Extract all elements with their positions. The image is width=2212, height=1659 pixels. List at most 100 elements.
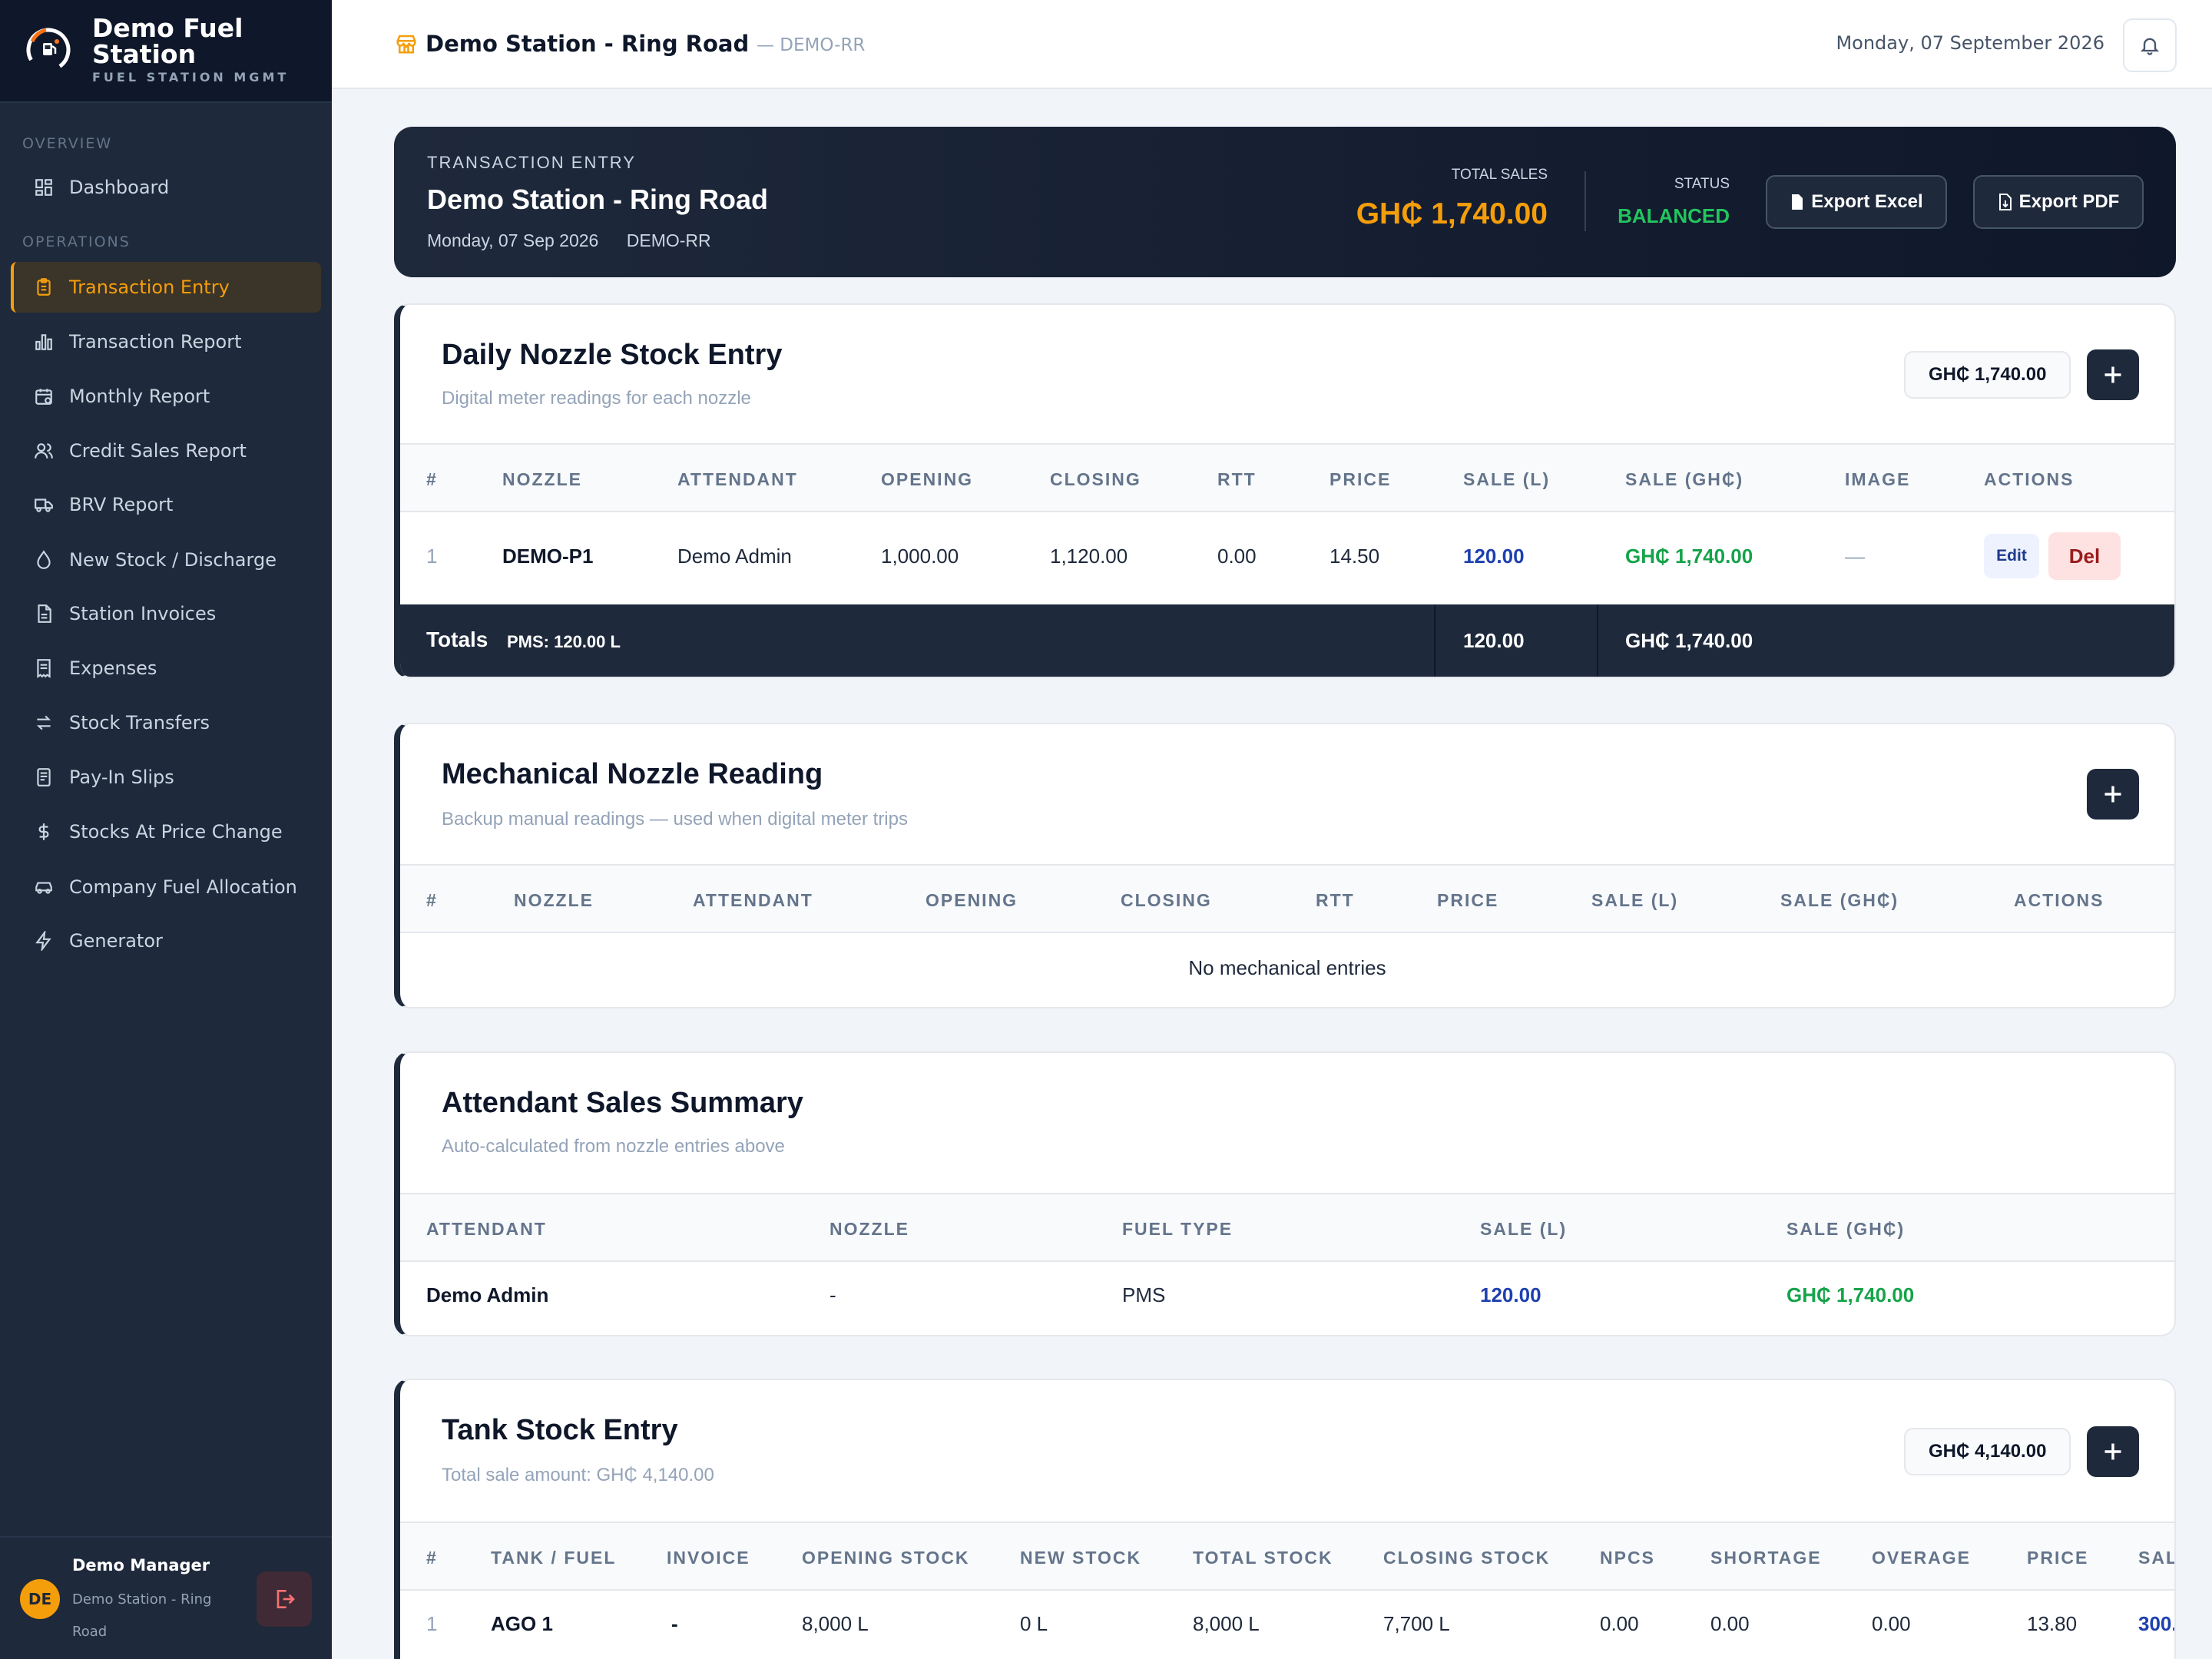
current-date: Monday, 07 September 2026: [1836, 32, 2104, 54]
download-document-icon: [1998, 194, 2012, 210]
sidebar-item-expenses[interactable]: Expenses: [11, 643, 321, 694]
export-pdf-label: Export PDF: [2018, 191, 2120, 212]
users-icon: [35, 443, 53, 459]
column-header: SALE (GH₵): [1780, 890, 1899, 910]
column-header: PRICE: [2027, 1548, 2089, 1568]
invoice-value: -: [671, 1612, 678, 1635]
logout-icon: [276, 1590, 295, 1608]
card-subtitle: Backup manual readings — used when digit…: [442, 809, 908, 830]
image-placeholder: —: [1845, 545, 1865, 568]
column-header: PRICE: [1330, 469, 1392, 489]
sidebar-item-label: Station Invoices: [69, 603, 217, 624]
card-subtitle: Total sale amount: GH₵ 4,140.00: [442, 1465, 714, 1485]
column-header: CLOSING STOCK: [1383, 1548, 1551, 1568]
mechanical-nozzle-card: Mechanical Nozzle Reading Backup manual …: [394, 723, 2176, 1008]
nozzle-total-pill: GH₵ 1,740.00: [1904, 351, 2071, 399]
station-code: — DEMO-RR: [757, 35, 866, 55]
user-station: Demo Station - Ring Road: [72, 1591, 212, 1640]
sidebar-item-new-stock-discharge[interactable]: New Stock / Discharge: [11, 535, 321, 585]
dollar-icon: [38, 823, 49, 840]
column-header: SALE (L): [1463, 469, 1551, 489]
sidebar-item-stock-transfers[interactable]: Stock Transfers: [11, 697, 321, 748]
bar-chart-icon: [35, 334, 52, 350]
overage-value: 0.00: [1872, 1612, 1911, 1635]
row-number: 1: [426, 1612, 438, 1635]
column-header: SALE (L): [1591, 890, 1679, 910]
transfer-icon: [36, 715, 51, 730]
delete-button[interactable]: Del: [2048, 532, 2121, 580]
sidebar-item-label: Credit Sales Report: [69, 440, 247, 462]
user-name: Demo Manager: [72, 1556, 210, 1575]
export-excel-label: Export Excel: [1811, 191, 1923, 212]
totals-sale-litres: 120.00: [1463, 629, 1525, 652]
row-number: 1: [426, 545, 438, 568]
notifications-button[interactable]: [2123, 18, 2177, 72]
total-stock: 8,000 L: [1193, 1612, 1260, 1635]
sidebar-item-monthly-report[interactable]: Monthly Report: [11, 371, 321, 422]
fuel-gauge-logo-icon: [26, 28, 71, 72]
tank-total-pill: GH₵ 4,140.00: [1904, 1428, 2071, 1475]
sidebar-item-label: Monthly Report: [69, 386, 210, 407]
card-title: Mechanical Nozzle Reading: [442, 758, 823, 790]
droplet-icon: [37, 550, 51, 569]
sale-litres: 120.00: [1480, 1283, 1541, 1306]
sidebar-item-stocks-at-price-change[interactable]: Stocks At Price Change: [11, 806, 321, 857]
new-stock: 0 L: [1020, 1612, 1048, 1635]
attendant-sales-card: Attendant Sales Summary Auto-calculated …: [394, 1051, 2176, 1336]
banner-meta: Monday, 07 Sep 2026 DEMO-RR: [427, 230, 734, 251]
column-header: CLOSING: [1121, 890, 1212, 910]
column-header: ACTIONS: [2014, 890, 2104, 910]
totals-row: Totals PMS: 120.00 L 120.00 GH₵ 1,740.00: [400, 604, 2174, 677]
attendant-name: Demo Admin: [677, 545, 792, 568]
receipt-icon: [37, 659, 51, 678]
column-header: NEW STOCK: [1020, 1548, 1142, 1568]
sale-litres: 120.00: [1463, 545, 1525, 568]
logout-button[interactable]: [257, 1571, 312, 1627]
banner-label: TRANSACTION ENTRY: [427, 153, 636, 172]
npcs-value: 0.00: [1600, 1612, 1639, 1635]
page-title: Demo Station - Ring Road: [426, 31, 750, 57]
totals-divider: [1597, 604, 1598, 677]
plus-icon: [2104, 786, 2121, 803]
sidebar-item-pay-in-slips[interactable]: Pay-In Slips: [11, 752, 321, 803]
column-header: OVERAGE: [1872, 1548, 1972, 1568]
column-header: ACTIONS: [1984, 469, 2075, 489]
sidebar-item-label: Dashboard: [69, 177, 170, 198]
shortage-value: 0.00: [1710, 1612, 1750, 1635]
export-pdf-button[interactable]: Export PDF: [1973, 175, 2144, 229]
export-excel-button[interactable]: Export Excel: [1766, 175, 1947, 229]
column-header: RTT: [1217, 469, 1257, 489]
sidebar-item-brv-report[interactable]: BRV Report: [11, 479, 321, 530]
avatar: DE: [20, 1579, 60, 1619]
tank-stock-card: Tank Stock Entry Total sale amount: GH₵ …: [394, 1379, 2176, 1659]
sidebar-item-credit-sales-report[interactable]: Credit Sales Report: [11, 426, 321, 476]
sidebar-item-transaction-entry[interactable]: Transaction Entry: [11, 262, 321, 313]
banner-divider: [1584, 171, 1586, 231]
sidebar-item-generator[interactable]: Generator: [11, 916, 321, 966]
column-header: PRICE: [1437, 890, 1499, 910]
sidebar-item-label: New Stock / Discharge: [69, 549, 276, 571]
sidebar-item-dashboard[interactable]: Dashboard: [11, 162, 321, 213]
nozzle-name: -: [830, 1283, 836, 1306]
add-tank-button[interactable]: [2087, 1426, 2139, 1477]
sidebar-item-company-fuel-allocation[interactable]: Company Fuel Allocation: [11, 862, 321, 912]
column-header: NPCS: [1600, 1548, 1655, 1568]
sidebar-item-transaction-report[interactable]: Transaction Report: [11, 316, 321, 367]
column-header: INVOICE: [667, 1548, 750, 1568]
card-subtitle: Digital meter readings for each nozzle: [442, 388, 751, 409]
card-title: Attendant Sales Summary: [442, 1087, 803, 1119]
sidebar-item-station-invoices[interactable]: Station Invoices: [11, 588, 321, 639]
sidebar-item-label: Expenses: [69, 657, 157, 679]
user-box: DE Demo Manager Demo Station - Ring Road: [0, 1536, 332, 1659]
add-nozzle-button[interactable]: [2087, 349, 2139, 400]
column-header: OPENING: [926, 890, 1018, 910]
add-mechanical-button[interactable]: [2087, 769, 2139, 820]
sidebar-item-label: Transaction Entry: [69, 276, 230, 298]
column-header: TANK / FUEL: [491, 1548, 617, 1568]
column-header: #: [426, 1548, 438, 1568]
column-header: CLOSING: [1050, 469, 1141, 489]
card-title: Daily Nozzle Stock Entry: [442, 339, 783, 371]
edit-button[interactable]: Edit: [1984, 534, 2039, 578]
banner-code: DEMO-RR: [626, 230, 711, 250]
opening-stock: 8,000 L: [802, 1612, 869, 1635]
